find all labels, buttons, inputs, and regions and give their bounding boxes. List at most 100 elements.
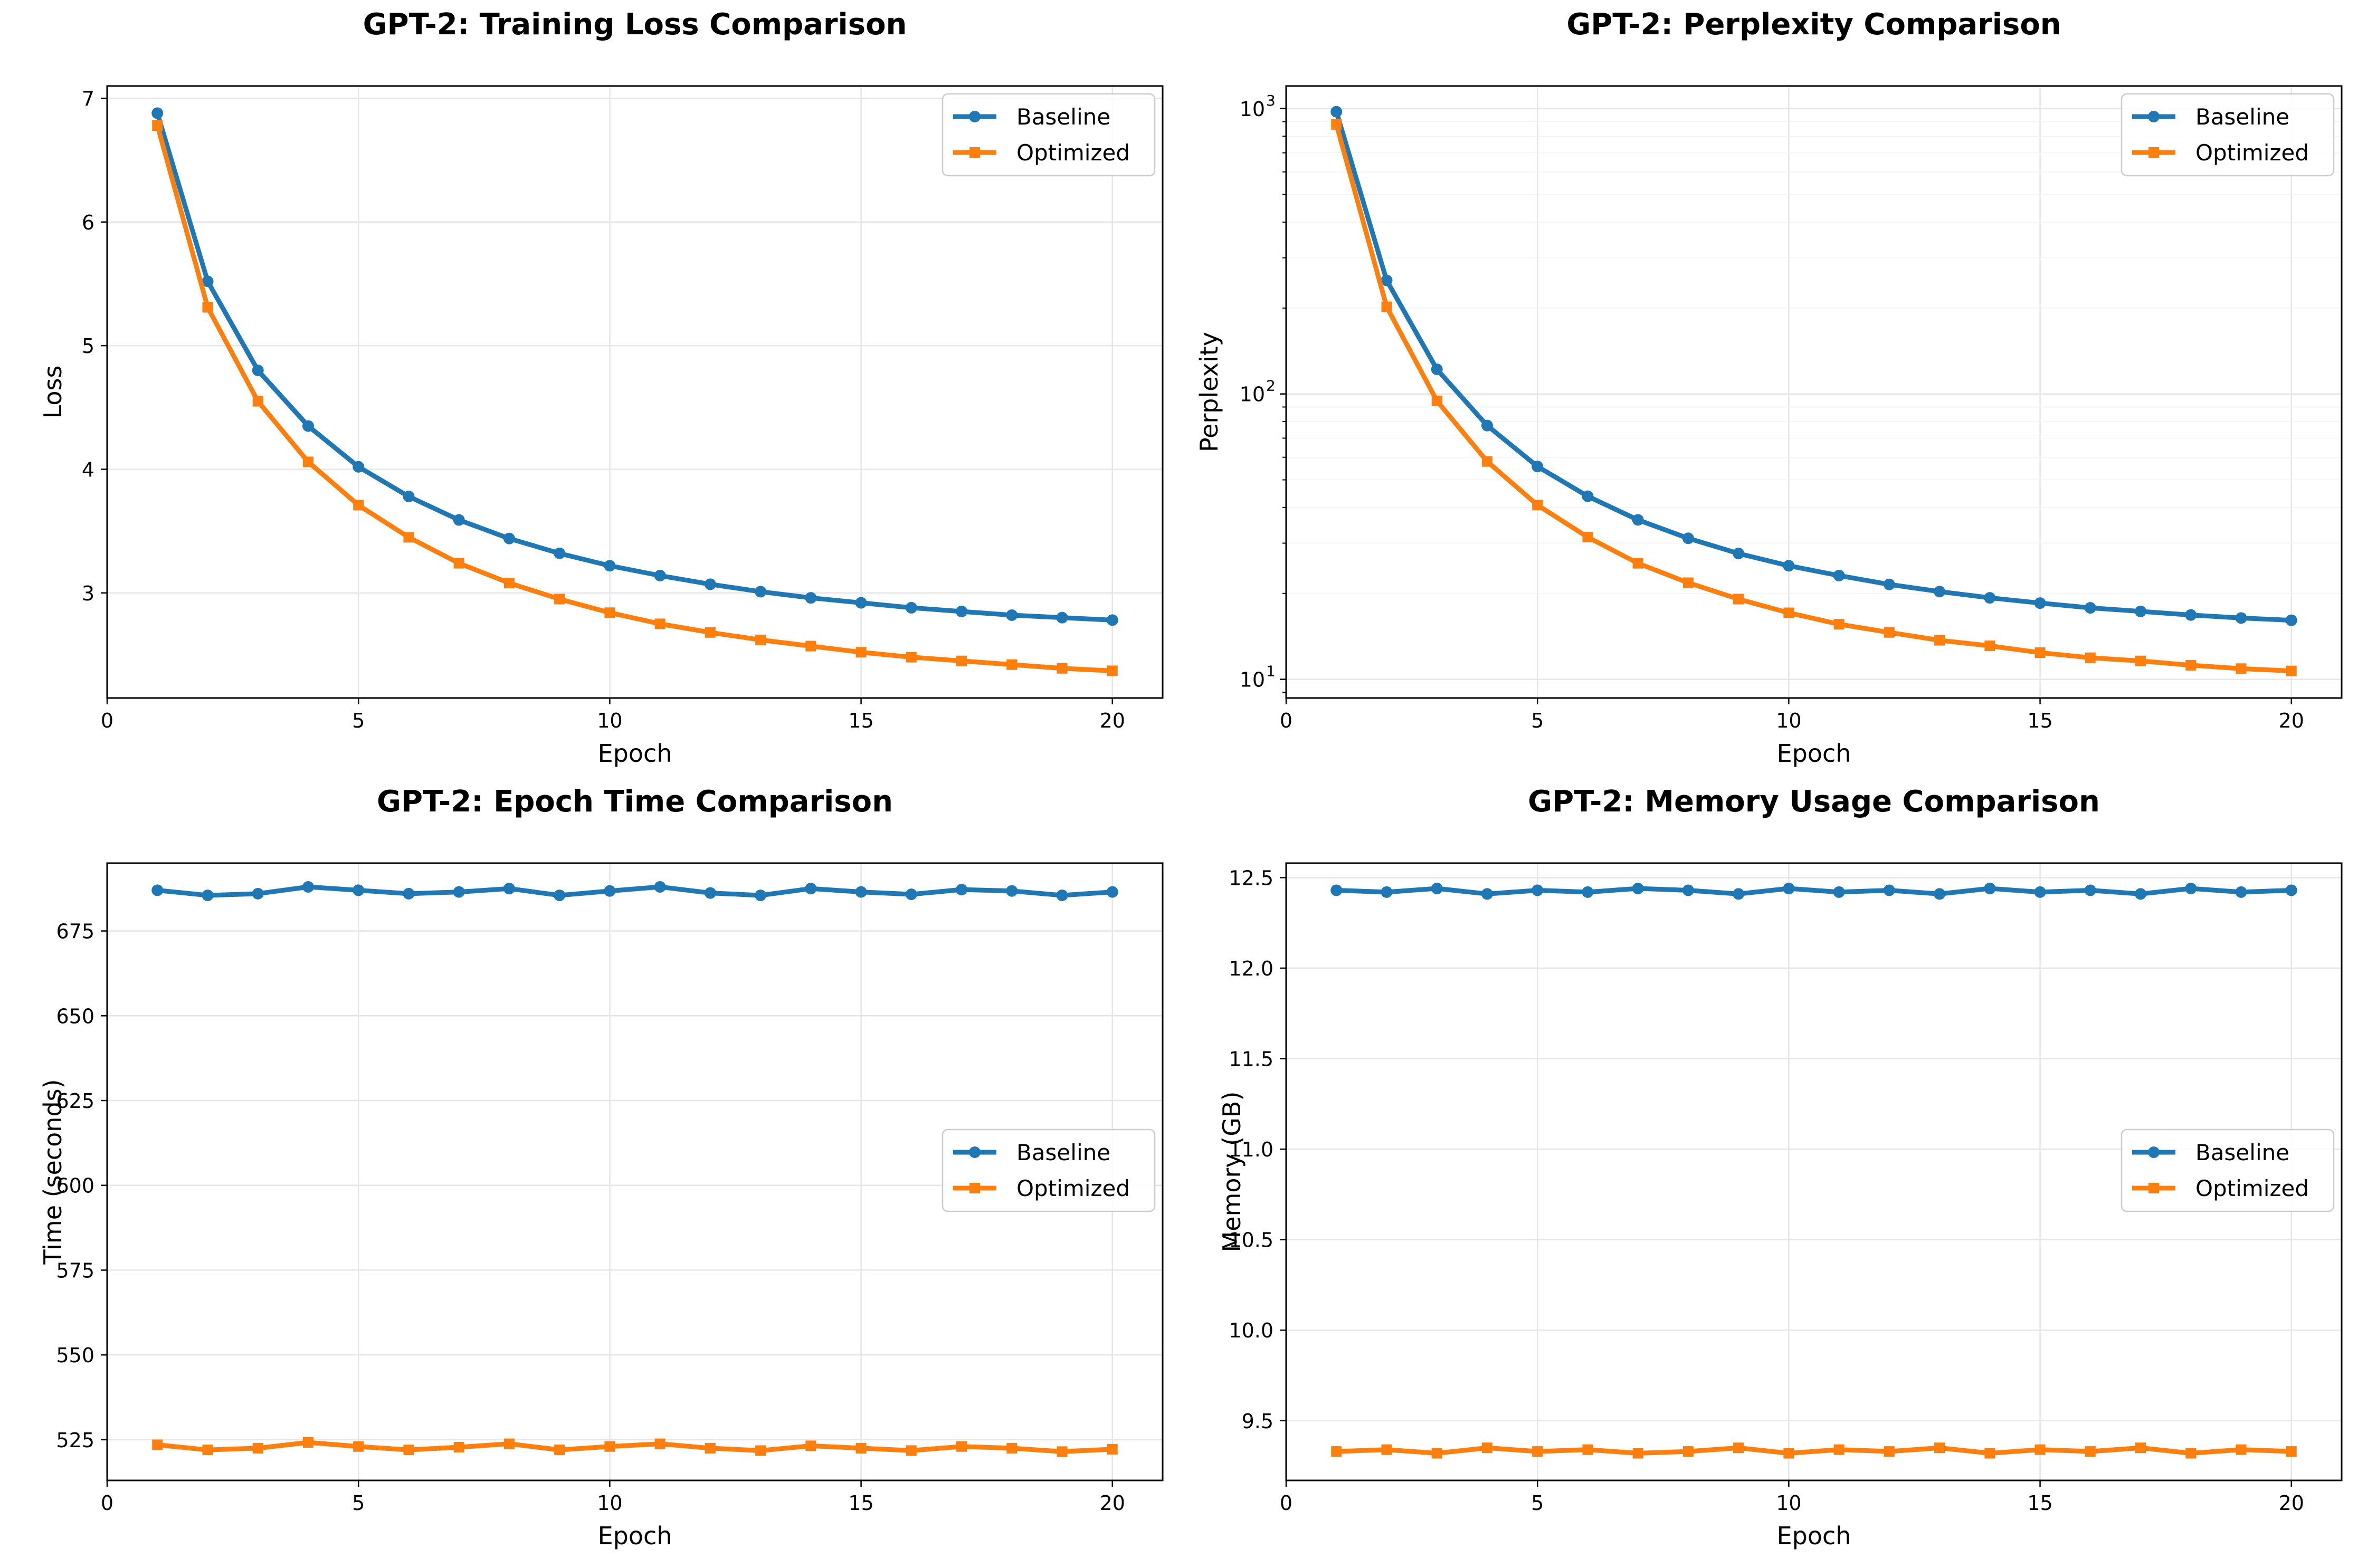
- data-point: [704, 887, 716, 899]
- data-point: [1481, 1442, 1492, 1454]
- data-point: [2135, 1442, 2146, 1454]
- y-tick-label: 12.0: [1229, 957, 1273, 980]
- data-point: [1733, 594, 1744, 605]
- x-tick-label: 0: [1280, 1491, 1292, 1515]
- y-axis-label: Perplexity: [1195, 332, 1223, 452]
- data-point: [353, 1441, 364, 1452]
- x-tick-label: 5: [1531, 709, 1544, 732]
- data-point: [1331, 1446, 1342, 1457]
- plot-frame: [106, 862, 1164, 1481]
- data-point: [705, 1442, 716, 1454]
- x-tick-label: 5: [1531, 1491, 1544, 1515]
- series-line-baseline: [155, 111, 1115, 623]
- y-tick-label: 10: [1240, 383, 1265, 406]
- y-tick-label: 550: [56, 1344, 94, 1367]
- data-point: [1006, 1442, 1018, 1454]
- legend: Baseline Optimized: [942, 93, 1156, 177]
- x-tick-label: 15: [848, 1491, 873, 1515]
- data-point: [1833, 619, 1844, 630]
- data-point: [1330, 884, 1343, 896]
- legend-label-baseline: Baseline: [1016, 104, 1110, 130]
- data-point: [1057, 663, 1068, 674]
- y-tick-label: 6: [82, 211, 94, 234]
- chart-title: GPT-2: Epoch Time Comparison: [377, 785, 893, 819]
- data-point: [2286, 1446, 2297, 1457]
- data-point: [1934, 1442, 1945, 1454]
- data-point: [503, 532, 515, 544]
- data-point: [2034, 1444, 2046, 1455]
- data-point: [151, 107, 164, 119]
- data-point: [1582, 532, 1593, 543]
- data-point: [805, 640, 816, 652]
- data-point: [1733, 1442, 1744, 1454]
- data-point: [1884, 1446, 1895, 1457]
- data-point: [1481, 888, 1493, 900]
- x-tick-label: 10: [1776, 1491, 1801, 1515]
- data-point: [1632, 514, 1644, 526]
- data-point: [1381, 301, 1392, 312]
- x-tick-label: 15: [2027, 1491, 2052, 1515]
- x-tick-label: 10: [597, 709, 622, 732]
- data-point: [403, 491, 415, 503]
- data-point: [2034, 597, 2046, 609]
- chart-panel-4: 0 5 10 15 20 9.5 10.0 10.5 11.0 11.5 12.0 12.5 GPT-2…: [1218, 785, 2343, 1550]
- y-tick-label: 10.5: [1229, 1229, 1273, 1252]
- data-point: [202, 1445, 213, 1456]
- x-tick-label: 10: [1776, 709, 1801, 732]
- data-point: [1682, 577, 1694, 588]
- data-point: [151, 884, 164, 896]
- data-point: [1884, 627, 1895, 638]
- data-point: [1984, 883, 1996, 895]
- data-point: [1632, 1448, 1643, 1459]
- data-point: [2084, 884, 2096, 896]
- data-point: [1632, 883, 1644, 895]
- data-point: [1934, 586, 1946, 598]
- y-tick-label: 10: [1240, 668, 1265, 692]
- y-tick-label: 11.0: [1229, 1138, 1273, 1161]
- data-point: [1682, 532, 1694, 544]
- chart-title: GPT-2: Perplexity Comparison: [1566, 7, 2061, 42]
- legend-label-baseline: Baseline: [2195, 1140, 2289, 1165]
- plot-frame: [106, 85, 1164, 699]
- data-point: [252, 887, 264, 900]
- data-point: [1934, 635, 1945, 646]
- data-point: [554, 594, 565, 605]
- legend-marker: [969, 1146, 981, 1158]
- legend-label-baseline: Baseline: [2195, 104, 2289, 130]
- data-point: [2185, 609, 2197, 621]
- data-point: [604, 885, 616, 897]
- legend: Baseline Optimized: [2121, 93, 2335, 177]
- x-axis-label: Epoch: [1777, 739, 1851, 768]
- data-point: [1056, 890, 1068, 902]
- series-line-optimized: [155, 123, 1115, 673]
- data-point: [2286, 665, 2297, 676]
- plot-frame: [1285, 862, 2343, 1481]
- data-point: [2034, 886, 2046, 898]
- data-point: [302, 881, 314, 893]
- data-point: [1431, 363, 1443, 375]
- data-point: [755, 634, 766, 645]
- data-point: [1883, 884, 1895, 896]
- data-point: [554, 890, 566, 902]
- data-point: [2236, 1444, 2247, 1455]
- legend: Baseline Optimized: [942, 1129, 1156, 1212]
- data-point: [755, 890, 767, 902]
- data-point: [1532, 1446, 1543, 1457]
- data-point: [1682, 884, 1694, 896]
- data-point: [1984, 640, 1995, 652]
- data-point: [654, 618, 665, 629]
- data-point: [1431, 1448, 1442, 1459]
- data-point: [2235, 886, 2247, 898]
- data-point: [1331, 119, 1342, 130]
- data-point: [353, 884, 365, 896]
- data-point: [1833, 569, 1845, 581]
- chart-panel-1: 0 5 10 15 20 3 4 5 6 7 GPT-2: Training Loss Compar…: [39, 7, 1164, 768]
- data-point: [654, 881, 666, 893]
- data-point: [353, 461, 365, 473]
- data-point: [1431, 883, 1443, 895]
- x-tick-label: 5: [352, 1491, 365, 1515]
- y-tick-label: 10: [1240, 98, 1265, 121]
